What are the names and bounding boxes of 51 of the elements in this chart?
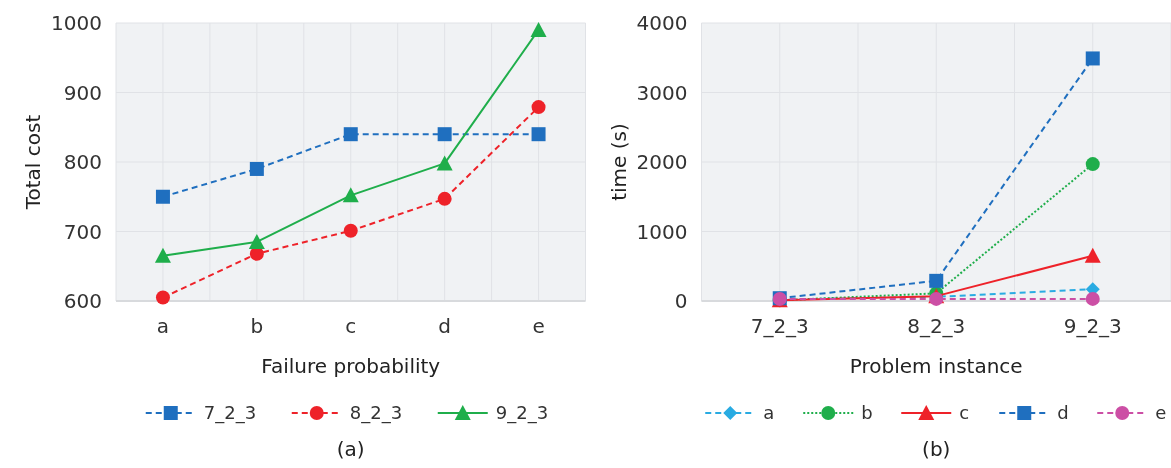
- point: [1084, 247, 1101, 263]
- point: [1085, 51, 1100, 66]
- legend-label: e: [1155, 402, 1167, 424]
- y-tick-label: 0: [674, 289, 688, 313]
- legend-label: 7_2_3: [203, 402, 257, 425]
- point: [437, 191, 452, 206]
- point: [530, 21, 547, 37]
- y-tick-label: 700: [63, 219, 102, 244]
- y-tick-label: 900: [63, 80, 102, 105]
- y-tick-label: 2000: [636, 150, 688, 174]
- point: [343, 127, 358, 142]
- point: [1085, 291, 1100, 306]
- point: [1085, 157, 1100, 172]
- x-tick-label: d: [438, 314, 451, 338]
- legend-label: 9_2_3: [495, 402, 549, 425]
- point: [436, 155, 453, 171]
- text: (b): [922, 437, 951, 461]
- point: [343, 223, 358, 238]
- x-tick-label: 8_2_3: [907, 314, 966, 338]
- x-axis-title: Problem instance: [849, 354, 1023, 378]
- point: [531, 127, 546, 142]
- x-axis-title: Failure probability: [261, 354, 441, 378]
- point: [155, 290, 170, 305]
- point: [248, 233, 265, 249]
- point: [531, 100, 546, 115]
- x-tick-label: 7_2_3: [750, 314, 809, 338]
- text: (a): [336, 437, 365, 461]
- x-tick-label: 9_2_3: [1063, 314, 1122, 338]
- point: [154, 247, 171, 263]
- legend-label: c: [959, 402, 970, 424]
- point: [249, 161, 264, 176]
- point: [929, 273, 944, 288]
- x-tick-label: a: [156, 314, 170, 338]
- y-tick-label: 1000: [51, 11, 102, 35]
- x-tick-label: b: [250, 314, 264, 338]
- point: [437, 127, 452, 142]
- y-axis-title: Total cost: [21, 114, 45, 211]
- legend-label: 8_2_3: [349, 402, 403, 425]
- y-tick-label: 800: [63, 150, 102, 174]
- legend-label: a: [763, 402, 775, 424]
- x-tick-label: e: [532, 314, 545, 338]
- point: [342, 187, 359, 203]
- x-tick-label: c: [345, 314, 357, 338]
- point: [155, 189, 170, 204]
- y-axis-title: time (s): [606, 123, 631, 201]
- y-tick-label: 600: [63, 289, 102, 313]
- legend-label: d: [1057, 402, 1069, 424]
- y-tick-label: 3000: [636, 80, 688, 105]
- y-tick-label: 4000: [636, 11, 688, 35]
- legend-label: b: [861, 402, 873, 424]
- y-tick-label: 1000: [636, 219, 688, 244]
